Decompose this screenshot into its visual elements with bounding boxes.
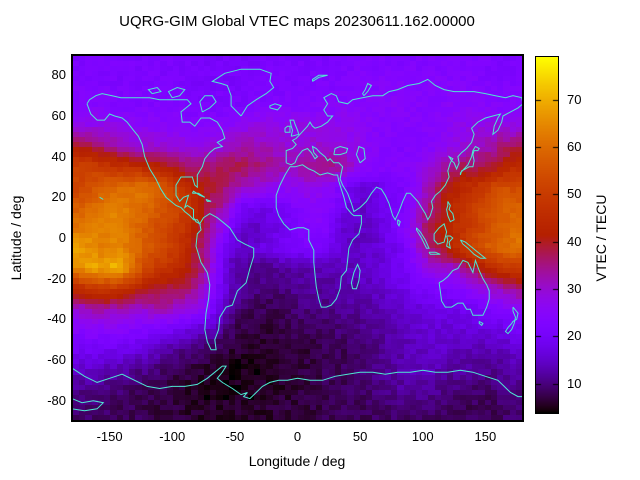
plot-title: UQRG-GIM Global VTEC maps 20230611.162.0… bbox=[119, 13, 475, 30]
x-tick-label: -50 bbox=[225, 429, 245, 444]
colorbar-tick-label: 10 bbox=[567, 375, 582, 391]
y-tick-label: -80 bbox=[47, 392, 66, 408]
y-tick-label: 80 bbox=[51, 67, 66, 83]
x-tick-label: 100 bbox=[411, 429, 434, 444]
x-tick-label: 150 bbox=[474, 429, 497, 444]
x-axis-label: Longitude / deg bbox=[248, 453, 346, 469]
colorbar-gradient-canvas bbox=[536, 57, 558, 413]
y-tick-label: 0 bbox=[58, 230, 66, 245]
x-tick-label: 0 bbox=[293, 429, 302, 444]
colorbar-border bbox=[535, 56, 559, 414]
y-tick-label: 60 bbox=[51, 108, 66, 123]
y-tick-label: 20 bbox=[51, 189, 66, 205]
y-tick-label: -40 bbox=[47, 311, 66, 327]
colorbar-tick-label: 40 bbox=[567, 233, 582, 249]
y-tick-label: -20 bbox=[47, 270, 66, 286]
colorbar-tick-label: 50 bbox=[567, 186, 582, 202]
x-tick-label: 50 bbox=[352, 429, 368, 444]
plot-border bbox=[71, 54, 524, 422]
colorbar-tick-label: 20 bbox=[567, 328, 582, 344]
x-tick-label: -100 bbox=[159, 429, 186, 444]
colorbar-tick-label: 30 bbox=[567, 280, 582, 296]
y-tick-label: -60 bbox=[47, 352, 66, 367]
colorbar-tick-label: 70 bbox=[567, 91, 582, 107]
colorbar-tick-label: 60 bbox=[567, 138, 582, 154]
x-tick-label: -150 bbox=[96, 429, 123, 444]
y-tick-label: 40 bbox=[51, 148, 66, 164]
